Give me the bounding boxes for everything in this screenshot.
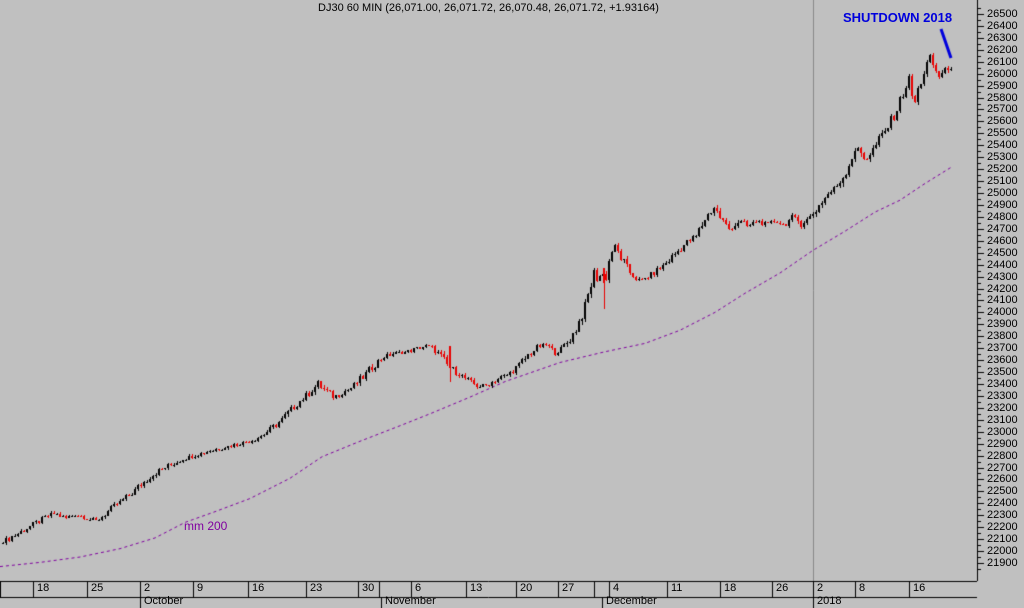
y-axis-tick-label: 24000 bbox=[987, 306, 1018, 319]
y-axis-tick-label: 24700 bbox=[987, 222, 1018, 235]
y-axis-tick-label: 24900 bbox=[987, 198, 1018, 211]
y-axis-tick-label: 22400 bbox=[987, 497, 1018, 510]
y-axis-tick-label: 23500 bbox=[987, 366, 1018, 379]
y-axis-tick-label: 25800 bbox=[987, 91, 1018, 104]
y-axis-tick-label: 23000 bbox=[987, 425, 1018, 438]
y-axis-tick-label: 23900 bbox=[987, 318, 1018, 331]
y-axis-tick-label: 25500 bbox=[987, 127, 1018, 140]
y-axis-tick-label: 26300 bbox=[987, 31, 1018, 44]
y-axis-tick-label: 26500 bbox=[987, 8, 1018, 20]
x-axis-day-label: 16 bbox=[252, 582, 265, 594]
y-axis-tick-label: 25700 bbox=[987, 103, 1018, 116]
y-axis-tick-label: 23600 bbox=[987, 354, 1018, 367]
y-axis-tick-label: 23200 bbox=[987, 401, 1018, 414]
x-axis-day-label: 25 bbox=[91, 582, 104, 594]
x-axis-day-label: 2 bbox=[144, 582, 151, 594]
x-axis-day-label: 18 bbox=[37, 582, 50, 594]
ma200-label: mm 200 bbox=[184, 519, 228, 533]
y-axis-tick-label: 24800 bbox=[987, 210, 1018, 223]
x-axis-month-label: November bbox=[385, 595, 436, 607]
y-axis-tick-label: 22100 bbox=[987, 533, 1018, 546]
y-axis-tick-label: 24300 bbox=[987, 270, 1018, 283]
y-axis-tick-label: 22000 bbox=[987, 545, 1018, 558]
y-axis-tick-label: 24400 bbox=[987, 258, 1018, 271]
y-axis-tick-label: 25900 bbox=[987, 79, 1018, 92]
x-axis-day-label: 9 bbox=[197, 582, 204, 594]
y-axis-tick-label: 24600 bbox=[987, 234, 1018, 247]
y-axis-tick-label: 23800 bbox=[987, 330, 1018, 343]
x-axis-day-label: 20 bbox=[520, 582, 533, 594]
y-axis-tick-label: 22900 bbox=[987, 437, 1018, 450]
x-axis-month-label: October bbox=[144, 595, 184, 607]
x-axis-day-label: 4 bbox=[613, 582, 620, 594]
y-axis-tick-label: 25000 bbox=[987, 187, 1018, 200]
shutdown-2018-annotation: SHUTDOWN 2018 bbox=[843, 10, 953, 25]
y-axis-tick-label: 22500 bbox=[987, 485, 1018, 498]
x-axis-day-label: 2 bbox=[817, 582, 824, 594]
y-axis-tick-label: 25200 bbox=[987, 163, 1018, 176]
x-axis-day-label: 26 bbox=[776, 582, 789, 594]
x-axis-month-label: December bbox=[606, 595, 657, 607]
y-axis-tick-label: 26400 bbox=[987, 19, 1018, 32]
x-axis-month-label: 2018 bbox=[817, 595, 842, 607]
x-axis-day-label: 8 bbox=[859, 582, 866, 594]
y-axis-tick-label: 22800 bbox=[987, 449, 1018, 462]
x-axis-day-label: 6 bbox=[415, 582, 422, 594]
y-axis-tick-label: 26200 bbox=[987, 43, 1018, 56]
y-axis-tick-label: 25300 bbox=[987, 151, 1018, 164]
y-axis-tick-label: 23400 bbox=[987, 377, 1018, 390]
y-axis-tick-label: 26000 bbox=[987, 67, 1018, 80]
y-axis-tick-label: 25400 bbox=[987, 139, 1018, 152]
x-axis-day-label: 27 bbox=[562, 582, 575, 594]
x-axis-day-label: 11 bbox=[671, 582, 683, 594]
y-axis-tick-label: 24100 bbox=[987, 294, 1018, 307]
y-axis-tick-label: 23100 bbox=[987, 413, 1018, 426]
y-axis-tick-label: 25100 bbox=[987, 175, 1018, 188]
y-axis-tick-label: 24200 bbox=[987, 282, 1018, 295]
y-axis-tick-label: 25600 bbox=[987, 115, 1018, 128]
y-axis-tick-label: 22300 bbox=[987, 509, 1018, 522]
x-axis-day-label: 13 bbox=[470, 582, 483, 594]
x-axis-day-label: 18 bbox=[724, 582, 737, 594]
y-axis-tick-label: 23300 bbox=[987, 389, 1018, 402]
y-axis-tick-label: 22200 bbox=[987, 521, 1018, 534]
y-axis-tick-label: 21900 bbox=[987, 557, 1018, 569]
y-axis-tick-label: 23700 bbox=[987, 342, 1018, 355]
y-axis-tick-label: 22600 bbox=[987, 473, 1018, 486]
x-axis-day-label: 30 bbox=[362, 582, 375, 594]
y-axis-tick-label: 26100 bbox=[987, 55, 1018, 68]
x-axis-day-label: 16 bbox=[913, 582, 926, 594]
x-axis-day-label: 23 bbox=[310, 582, 323, 594]
y-axis-tick-label: 24500 bbox=[987, 246, 1018, 259]
y-axis-tick-label: 22700 bbox=[987, 461, 1018, 474]
chart-title: DJ30 60 MIN (26,071.00, 26,071.72, 26,07… bbox=[318, 2, 659, 14]
